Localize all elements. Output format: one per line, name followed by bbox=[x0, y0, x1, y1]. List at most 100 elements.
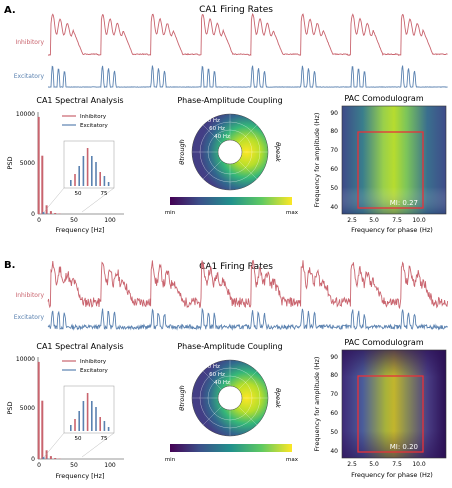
inset-bar bbox=[91, 401, 93, 431]
y-tick: 60 bbox=[330, 166, 338, 173]
x-tick: 100 bbox=[104, 217, 116, 224]
comod-heatmap-shade bbox=[342, 106, 446, 214]
comod-highlight-box bbox=[357, 131, 424, 209]
pac-title: Phase-Amplitude Coupling bbox=[177, 96, 282, 105]
colorbar-min-label: min bbox=[165, 210, 176, 216]
x-tick: 7.5 bbox=[392, 217, 402, 224]
polar-center-hole bbox=[217, 139, 243, 165]
y-tick: 50 bbox=[330, 429, 338, 436]
theta-peak-label: θpeak bbox=[274, 388, 282, 408]
spectral-bar bbox=[49, 456, 52, 459]
inset-bar bbox=[74, 419, 76, 431]
spectral-bar bbox=[46, 213, 49, 214]
spectral-bar bbox=[37, 116, 40, 214]
y-tick: 5000 bbox=[20, 160, 35, 167]
comod-title: PAC Comodulogram bbox=[344, 338, 423, 347]
y-axis-label: Frequency for amplitude (Hz) bbox=[313, 357, 321, 452]
y-tick: 80 bbox=[330, 128, 338, 135]
y-tick: 5000 bbox=[20, 405, 35, 412]
spectral-inset bbox=[63, 140, 115, 189]
x-axis-label: Frequency for phase (Hz) bbox=[351, 471, 433, 479]
inhibitory-trace-label: Inhibitory bbox=[15, 292, 44, 299]
panel-label: A. bbox=[4, 5, 16, 16]
inset-connector bbox=[43, 432, 65, 458]
inset-bars bbox=[70, 393, 110, 431]
inhibitory-firing-trace bbox=[47, 12, 448, 57]
x-tick: 10.0 bbox=[412, 461, 426, 468]
spectral-bar bbox=[41, 155, 44, 214]
x-tick: 100 bbox=[104, 462, 116, 469]
spectral-bar bbox=[46, 458, 49, 459]
spectral-bar bbox=[42, 212, 45, 214]
spectral-bar bbox=[41, 400, 44, 459]
inset-bar bbox=[91, 156, 93, 186]
spectral-bar bbox=[49, 211, 52, 214]
ring-label: 60 Hz bbox=[209, 126, 225, 132]
inset-bar bbox=[99, 172, 101, 186]
spectral-bar bbox=[45, 205, 48, 214]
spectral-inset bbox=[63, 385, 115, 434]
inset-bar bbox=[70, 180, 72, 186]
ring-label: 40 Hz bbox=[214, 380, 230, 386]
y-tick: 40 bbox=[330, 448, 338, 455]
comod-highlight-box bbox=[357, 375, 424, 453]
pac-polar-plot: 80 Hz 60 Hz 40 Hz θtrough θpeak min max bbox=[165, 359, 299, 463]
y-tick: 10000 bbox=[16, 356, 35, 363]
inset-x-tick: 50 bbox=[75, 436, 82, 442]
inset-bar bbox=[103, 176, 106, 186]
inset-bar bbox=[82, 156, 85, 186]
inset-bar bbox=[86, 393, 89, 431]
inset-bar bbox=[82, 401, 85, 431]
x-tick: 2.5 bbox=[347, 461, 357, 468]
excitatory-firing-trace bbox=[47, 307, 448, 331]
y-tick: 60 bbox=[330, 410, 338, 417]
inset-x-tick: 75 bbox=[101, 436, 108, 442]
x-tick: 50 bbox=[70, 217, 78, 224]
y-tick: 90 bbox=[330, 354, 338, 361]
spectral-bars bbox=[37, 361, 61, 459]
y-axis-label: Frequency for amplitude (Hz) bbox=[313, 113, 321, 208]
spectral-bar bbox=[54, 458, 57, 459]
spectral-bar bbox=[45, 450, 48, 459]
x-tick: 5.0 bbox=[369, 217, 379, 224]
theta-peak-label: θpeak bbox=[274, 142, 282, 162]
firing-title: CA1 Firing Rates bbox=[199, 5, 273, 15]
y-axis-label: PSD bbox=[6, 401, 14, 414]
comodulogram-plot: MI: 0.27 2.5 5.0 7.5 10.0 Frequency for … bbox=[313, 105, 447, 234]
x-axis-label: Frequency [Hz] bbox=[55, 226, 104, 234]
y-tick: 70 bbox=[330, 147, 338, 154]
polar-center-hole bbox=[217, 385, 243, 411]
ring-label: 40 Hz bbox=[214, 134, 230, 140]
panel-a: A. CA1 Firing Rates Inhibitory Excitator… bbox=[4, 5, 448, 234]
y-tick: 50 bbox=[330, 185, 338, 192]
y-tick: 10000 bbox=[16, 111, 35, 118]
panel-label: B. bbox=[4, 260, 15, 271]
x-tick: 7.5 bbox=[392, 461, 402, 468]
y-tick: 90 bbox=[330, 110, 338, 117]
comodulogram-plot: MI: 0.20 2.5 5.0 7.5 10.0 Frequency for … bbox=[313, 349, 447, 479]
x-tick: 5.0 bbox=[369, 461, 379, 468]
inset-bar bbox=[78, 166, 80, 186]
spectral-bar bbox=[58, 458, 61, 459]
inset-bar bbox=[86, 148, 89, 186]
colorbar bbox=[170, 197, 292, 205]
x-tick: 50 bbox=[70, 462, 78, 469]
legend-excitatory: Excitatory bbox=[80, 123, 108, 129]
x-axis-label: Frequency for phase (Hz) bbox=[351, 226, 433, 234]
ring-label: 80 Hz bbox=[204, 364, 220, 370]
x-tick: 0 bbox=[37, 462, 41, 469]
legend-inhibitory: Inhibitory bbox=[80, 359, 107, 365]
excitatory-trace-label: Excitatory bbox=[14, 314, 45, 321]
inset-bar bbox=[74, 174, 76, 186]
colorbar bbox=[170, 444, 292, 452]
colorbar-max-label: max bbox=[286, 457, 299, 463]
spectral-bars bbox=[37, 116, 61, 214]
inset-connector bbox=[43, 187, 65, 213]
y-axis-label: PSD bbox=[6, 156, 14, 169]
spectral-bar bbox=[42, 457, 45, 459]
inhibitory-trace-label: Inhibitory bbox=[15, 39, 44, 46]
inhibitory-firing-trace bbox=[47, 259, 449, 310]
pac-title: Phase-Amplitude Coupling bbox=[177, 342, 282, 351]
inset-x-tick: 75 bbox=[101, 191, 108, 197]
y-tick: 40 bbox=[330, 204, 338, 211]
